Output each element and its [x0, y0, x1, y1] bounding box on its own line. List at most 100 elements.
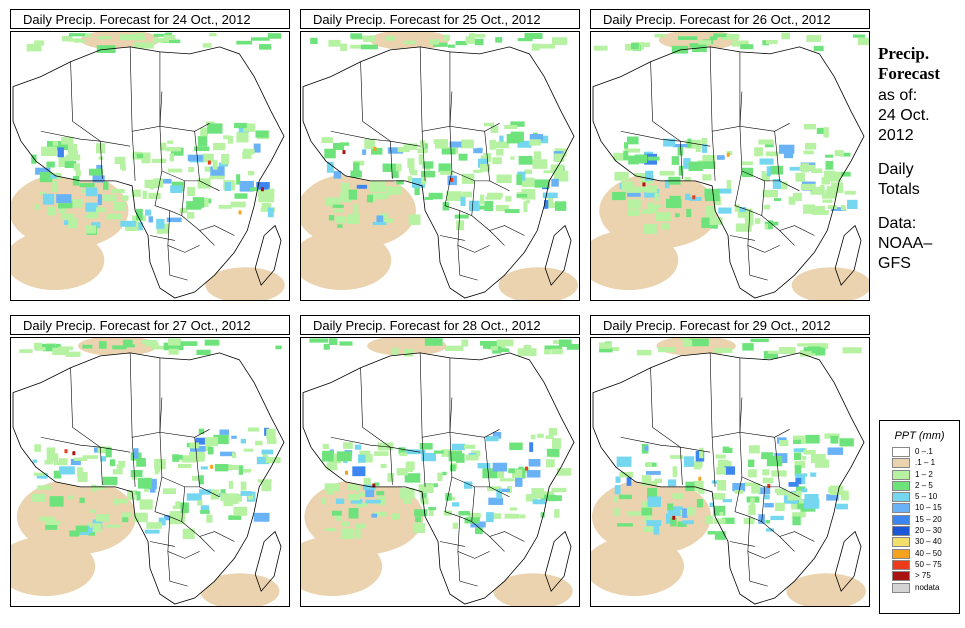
precip-cell [803, 347, 814, 352]
precip-cell [770, 515, 784, 521]
precip-cell [358, 454, 366, 463]
legend-item: .1 – 1 [880, 457, 959, 469]
precip-cell [57, 147, 64, 158]
precip-cell [61, 35, 73, 42]
panel-title: Daily Precip. Forecast for 27 Oct., 2012 [10, 315, 290, 335]
precip-cell [58, 205, 66, 214]
precip-cell [42, 193, 55, 205]
precip-cell [206, 514, 213, 523]
precip-cell [566, 343, 579, 350]
precip-cell [439, 170, 454, 175]
precip-cell [79, 497, 85, 504]
precip-cell [359, 450, 371, 457]
precip-cell [840, 171, 851, 177]
legend-swatch [892, 469, 910, 480]
precip-cell [309, 338, 329, 343]
precip-cell [36, 472, 48, 479]
precip-cell [152, 158, 167, 163]
precip-cell [242, 151, 252, 159]
precip-cell [713, 505, 726, 516]
precip-cell [326, 527, 337, 532]
precip-cell [517, 38, 533, 42]
legend-item: nodata [880, 582, 959, 593]
precip-cell [480, 163, 491, 172]
precip-cell [701, 138, 708, 149]
precip-cell [350, 33, 363, 39]
coastline [592, 46, 865, 299]
precip-cell [509, 442, 523, 451]
precip-cell [234, 122, 247, 129]
precip-hotspot [698, 476, 702, 481]
precip-cell [718, 207, 732, 214]
precip-cell [515, 477, 523, 487]
precip-cell [404, 40, 417, 45]
precip-cell [526, 470, 541, 478]
precip-cell [492, 157, 502, 165]
country-border [181, 180, 215, 246]
precip-cell [664, 179, 670, 188]
precip-cell [498, 488, 510, 492]
country-border [167, 551, 188, 587]
precip-cell [200, 466, 208, 470]
country-border [747, 245, 768, 281]
country-border [444, 476, 472, 522]
precip-cell [634, 154, 648, 164]
precip-hotspot [642, 182, 646, 187]
precip-cell [332, 204, 344, 208]
precip-cell [236, 174, 241, 185]
precip-cell [377, 496, 386, 506]
precip-cell [748, 445, 760, 454]
country-border [747, 551, 768, 587]
precip-cell [52, 140, 59, 146]
coastline [302, 352, 575, 605]
precip-cell [267, 33, 282, 39]
forecast-panel-24oct: Daily Precip. Forecast for 24 Oct., 2012 [10, 9, 290, 301]
precip-cell [438, 163, 451, 173]
precip-cell [199, 489, 215, 495]
data-source-1: NOAA– [878, 235, 933, 252]
precip-cell [355, 503, 368, 507]
precip-cell [179, 207, 188, 214]
precip-cell [421, 497, 429, 505]
precip-cell [714, 531, 726, 540]
precip-cell [497, 468, 505, 479]
precip-cell [420, 140, 426, 148]
precip-cell [180, 341, 198, 346]
precip-cell [100, 456, 107, 462]
dry-zone [786, 573, 866, 606]
precip-cell [207, 123, 223, 134]
precip-cell [449, 464, 456, 472]
precip-cell [228, 481, 234, 489]
precip-map [300, 31, 580, 301]
precip-cell [98, 156, 104, 160]
precip-cell [34, 346, 46, 351]
precip-cell [91, 484, 97, 492]
precip-cell [716, 467, 726, 475]
sidebar-heading-2: Forecast [878, 64, 940, 83]
precip-cell [213, 434, 229, 445]
precip-cell [372, 222, 387, 226]
precip-cell [511, 469, 523, 478]
precip-cell [324, 483, 340, 492]
country-border [471, 180, 505, 246]
precip-cell [168, 348, 179, 355]
precip-cell [325, 197, 341, 207]
country-border [739, 357, 790, 438]
precip-cell [38, 516, 55, 522]
precip-cell [826, 171, 842, 182]
precip-cell [149, 488, 156, 493]
panel-title: Daily Precip. Forecast for 25 Oct., 2012 [300, 9, 580, 29]
precip-cell [492, 462, 508, 472]
precip-cell [322, 450, 334, 462]
precip-cell [548, 197, 554, 208]
precip-cell [528, 459, 541, 467]
precip-cell [747, 459, 755, 468]
precip-cell [534, 179, 551, 188]
precip-cell [53, 470, 62, 479]
precip-cell [646, 185, 658, 193]
precip-cell [35, 167, 51, 175]
precip-cell [236, 40, 253, 45]
precip-cell [422, 161, 434, 169]
precip-cell [529, 139, 541, 146]
